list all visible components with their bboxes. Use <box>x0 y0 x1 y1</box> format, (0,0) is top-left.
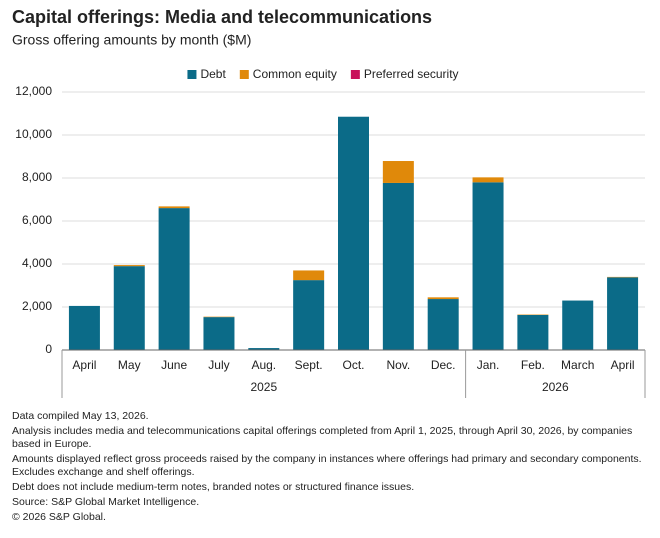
bar-segment <box>517 314 549 350</box>
y-tick-label: 6,000 <box>22 213 52 227</box>
legend-label: Preferred security <box>364 67 459 81</box>
bar-segment <box>203 317 235 350</box>
bar-segment <box>472 182 504 350</box>
x-tick-label: June <box>161 358 187 372</box>
note: Analysis includes media and telecommunic… <box>12 425 633 450</box>
x-tick-label: April <box>611 358 635 372</box>
bar-segment <box>68 305 100 350</box>
chart: Capital offerings: Media and telecommuni… <box>12 7 646 398</box>
bar-segment <box>382 182 414 350</box>
bar-segment <box>427 297 459 300</box>
legend-swatch <box>239 70 249 79</box>
x-tick-label: Oct. <box>342 358 364 372</box>
bar-segment <box>293 270 325 281</box>
legend-label: Common equity <box>253 67 337 81</box>
note: Data compiled May 13, 2026. <box>12 410 149 422</box>
y-tick-label: 0 <box>45 342 52 356</box>
note: Debt does not include medium-term notes,… <box>12 481 415 493</box>
y-tick-label: 10,000 <box>15 127 52 141</box>
bar-segment <box>338 116 369 350</box>
x-tick-label: Nov. <box>386 358 410 372</box>
x-tick-label: Feb. <box>521 358 545 372</box>
legend-label: Debt <box>200 67 226 81</box>
group-label: 2025 <box>250 380 277 394</box>
x-tick-label: April <box>72 358 96 372</box>
note: Amounts displayed reflect gross proceeds… <box>12 453 642 478</box>
x-tick-label: Sept. <box>295 358 323 372</box>
note: © 2026 S&P Global. <box>12 511 106 523</box>
bar-segment <box>472 177 504 183</box>
bar-segment <box>562 300 594 350</box>
bar-segment <box>607 277 639 350</box>
chart-subtitle: Gross offering amounts by month ($M) <box>12 32 251 48</box>
x-tick-label: July <box>208 358 229 372</box>
x-tick-label: March <box>561 358 594 372</box>
bar-segment <box>158 208 190 350</box>
x-tick-label: May <box>118 358 141 372</box>
notes: Data compiled May 13, 2026. Analysis incl… <box>12 410 652 526</box>
y-tick-label: 4,000 <box>22 256 52 270</box>
y-tick-label: 2,000 <box>22 299 52 313</box>
note: Source: S&P Global Market Intelligence. <box>12 496 200 508</box>
bar-segment <box>113 266 145 350</box>
legend-swatch <box>350 70 360 79</box>
bar-segment <box>427 299 459 350</box>
chart-title: Capital offerings: Media and telecommuni… <box>12 7 432 27</box>
group-label: 2026 <box>542 380 569 394</box>
x-tick-label: Jan. <box>477 358 500 372</box>
bar-segment <box>158 206 190 209</box>
bar-segment <box>248 348 280 350</box>
bar-segment <box>113 265 145 267</box>
bar-segment <box>382 161 414 183</box>
x-tick-label: Aug. <box>251 358 276 372</box>
y-tick-label: 12,000 <box>15 84 52 98</box>
x-tick-label: Dec. <box>431 358 456 372</box>
legend-swatch <box>187 70 197 79</box>
bar-segment <box>293 280 325 350</box>
y-tick-label: 8,000 <box>22 170 52 184</box>
